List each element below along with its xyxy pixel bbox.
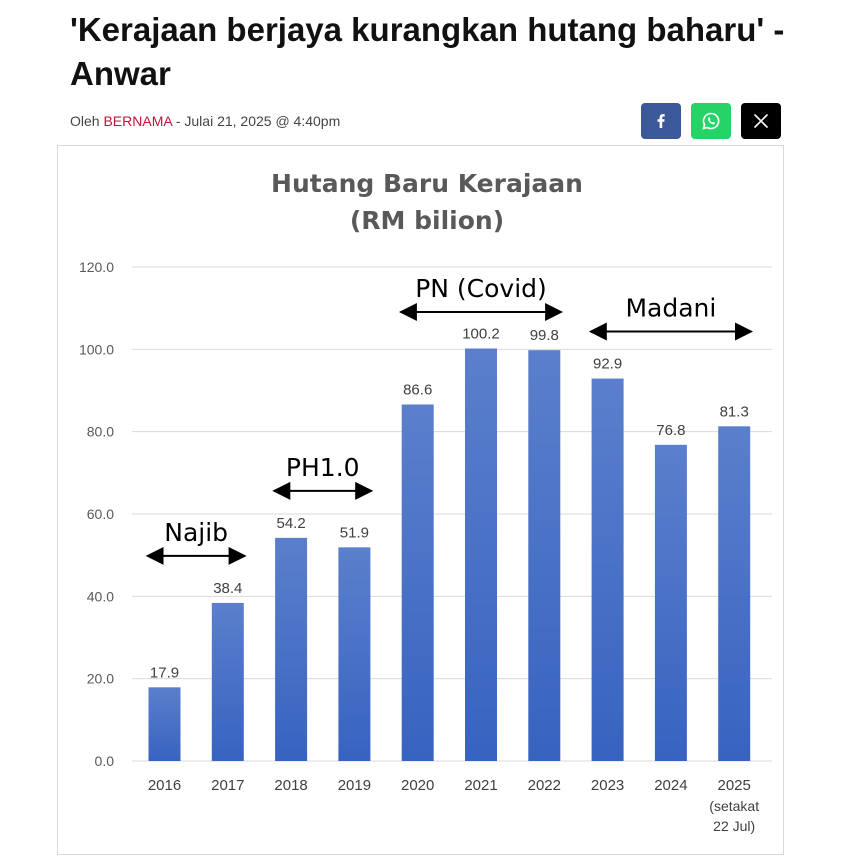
y-tick-label: 20.0 [87,671,114,687]
chart-title: Hutang Baru Kerajaan [271,169,583,198]
y-tick-label: 80.0 [87,424,114,440]
facebook-icon [657,114,665,128]
bar [465,348,497,761]
byline-source-link[interactable]: BERNAMA [103,113,172,129]
era-label: PH1.0 [286,453,360,482]
y-tick-label: 100.0 [79,341,114,357]
bar [591,378,624,761]
x-tick-label: 2019 [338,777,371,794]
x-tick-label: 2017 [211,777,244,794]
x-tick-label: 2016 [148,777,181,794]
x-tick-label: 2024 [654,777,687,794]
bar [401,404,434,761]
bar [148,687,181,761]
bar-value-label: 100.2 [462,326,500,343]
x-tick-label: 2018 [274,777,307,794]
bar [654,444,687,761]
x-icon [754,114,768,128]
y-tick-label: 40.0 [87,588,114,604]
bar-chart: Hutang Baru Kerajaan (RM bilion) 0.0 20.0… [79,169,772,834]
x-tick-label: 2021 [464,777,497,794]
x-tick-label: 2025 [718,777,751,794]
byline: Oleh BERNAMA - Julai 21, 2025 @ 4:40pm [70,113,340,129]
bar [338,547,371,761]
chart-subtitle: (RM bilion) [350,206,504,235]
article-title: 'Kerajaan berjaya kurangkan hutang bahar… [70,11,785,92]
bar-value-label: 17.9 [150,664,179,681]
bar [275,537,308,761]
whatsapp-share-button[interactable] [691,103,731,139]
byline-prefix: Oleh [70,113,100,129]
bar-value-label: 76.8 [656,422,685,439]
x-tick-label: 2022 [528,777,561,794]
bar-value-label: 51.9 [340,524,369,541]
bar-value-label: 54.2 [276,515,305,532]
x-tick-label: 2023 [591,777,624,794]
bar-value-label: 99.8 [530,327,559,344]
era-label: Madani [625,294,716,323]
y-tick-label: 120.0 [79,259,114,275]
bar-value-label: 38.4 [213,580,242,597]
era-label: Najib [164,518,228,547]
bar [528,350,561,761]
chart-container: Hutang Baru Kerajaan (RM bilion) 0.0 20.0… [57,145,784,855]
y-tick-label: 0.0 [95,753,115,769]
y-tick-label: 60.0 [87,506,114,522]
bar-value-label: 92.9 [593,356,622,373]
bar-value-label: 86.6 [403,381,432,398]
x-tick-note: (setakat 22 Jul) [709,798,759,834]
bar [718,426,751,761]
bar [211,602,244,761]
era-label: PN (Covid) [415,274,547,303]
whatsapp-icon [702,112,720,130]
x-share-button[interactable] [741,103,781,139]
x-tick-label: 2020 [401,777,434,794]
byline-date: - Julai 21, 2025 @ 4:40pm [175,113,341,129]
facebook-share-button[interactable] [641,103,681,139]
bar-value-label: 81.3 [720,403,749,420]
